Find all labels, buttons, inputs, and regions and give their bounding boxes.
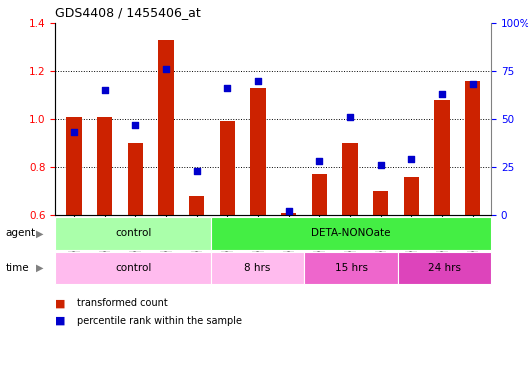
Bar [342,143,357,215]
Bar [220,121,235,215]
Point [346,114,354,120]
Bar [373,191,388,215]
Point [162,66,170,72]
Text: transformed count: transformed count [77,298,167,308]
Bar [158,40,174,215]
Text: 8 hrs: 8 hrs [244,263,271,273]
Point [223,85,231,91]
Text: 24 hrs: 24 hrs [428,263,461,273]
Text: ▶: ▶ [36,263,43,273]
Point [468,81,477,88]
Bar [435,100,450,215]
Text: time: time [5,263,29,273]
Point [285,208,293,214]
Bar [398,252,491,284]
Bar [55,252,211,284]
Point [70,129,78,136]
Bar [97,117,112,215]
Point [438,91,446,97]
Bar [211,217,491,250]
Text: GDS4408 / 1455406_at: GDS4408 / 1455406_at [55,6,201,19]
Point [407,156,416,162]
Point [192,168,201,174]
Bar [55,217,211,250]
Point [315,158,324,164]
Bar [281,213,296,215]
Bar [211,252,304,284]
Point [131,122,139,128]
Text: control: control [115,228,152,238]
Text: agent: agent [5,228,35,238]
Text: ▶: ▶ [36,228,43,238]
Bar [128,143,143,215]
Bar [403,177,419,215]
Text: control: control [115,263,152,273]
Text: ■: ■ [55,316,66,326]
Bar [189,196,204,215]
Point [376,162,385,168]
Bar [312,174,327,215]
Bar [250,88,266,215]
Text: percentile rank within the sample: percentile rank within the sample [77,316,242,326]
Text: 15 hrs: 15 hrs [335,263,367,273]
Text: ■: ■ [55,298,66,308]
Bar [465,81,480,215]
Point [253,78,262,84]
Text: DETA-NONOate: DETA-NONOate [312,228,391,238]
Bar [66,117,81,215]
Point [100,87,109,93]
Bar [304,252,398,284]
